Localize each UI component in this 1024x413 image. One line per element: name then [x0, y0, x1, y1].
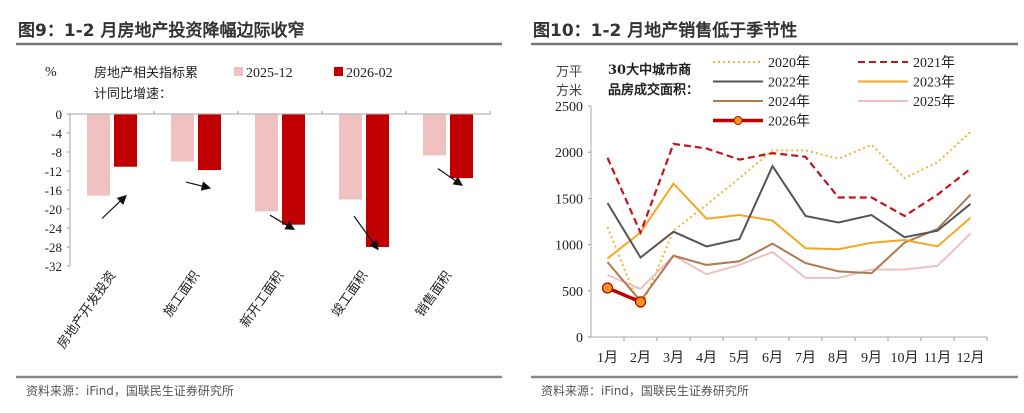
y-tick-label: -24: [45, 221, 63, 236]
series-line-2025年: [607, 232, 972, 291]
left-legend-title-2: 计同比增速：: [94, 87, 172, 102]
y-tick-label: 2500: [555, 100, 583, 115]
right-y-unit-1: 万平: [556, 65, 582, 80]
y-tick-label: -32: [45, 259, 62, 274]
x-tick-label: 9月: [861, 350, 882, 366]
series-line-2020年: [606, 131, 972, 312]
bar-2025-12-竣工面积: [339, 114, 362, 200]
x-tick-label: 1月: [597, 350, 618, 366]
x-category-label: 竣工面积: [329, 269, 371, 320]
series-line-2022年: [606, 163, 972, 260]
right-y-unit-2: 方米: [556, 83, 582, 99]
x-tick-label: 4月: [696, 350, 717, 366]
series-line-2023年: [606, 182, 972, 260]
bar-2026-02-房地产开发投资: [114, 114, 137, 167]
x-tick-label: 10月: [891, 350, 919, 366]
left-legend-title-1: 房地产相关指标累: [94, 65, 198, 81]
legend-marker-2026年: [733, 116, 743, 125]
y-tick-label: 0: [576, 331, 583, 346]
legend-label-2025年: 2025年: [913, 94, 955, 110]
y-tick-label: -20: [45, 202, 62, 217]
y-tick-label: 2000: [555, 146, 583, 161]
legend-label-2022年: 2022年: [768, 75, 810, 91]
y-tick-label: 500: [562, 285, 583, 300]
legend-swatch-2026-02: [334, 67, 343, 76]
right-legend-title-1: 30大中城市商: [608, 62, 691, 78]
x-tick-label: 7月: [795, 350, 816, 366]
bar-2026-02-新开工面积: [282, 114, 305, 225]
x-tick-label: 3月: [663, 350, 684, 366]
left-source-note: 资料来源：iFind，国联民生证券研究所: [26, 383, 234, 398]
bar-2025-12-房地产开发投资: [87, 114, 110, 196]
y-tick-label: -28: [45, 240, 62, 255]
bar-2025-12-新开工面积: [255, 114, 278, 212]
x-tick-label: 6月: [762, 350, 783, 366]
right-chart-title: 图10：1-2 月地产销售低于季节性: [533, 20, 797, 41]
x-tick-label: 5月: [729, 350, 750, 366]
legend-label-2026-02: 2026-02: [346, 66, 393, 81]
x-tick-label: 11月: [924, 350, 951, 366]
y-tick-label: -8: [51, 145, 62, 160]
x-tick-label: 2月: [630, 350, 651, 366]
y-tick-label: 0: [56, 107, 63, 122]
legend-label-2023年: 2023年: [913, 75, 955, 91]
left-bar-chart: % 房地产相关指标累 计同比增速： 2025-12 2026-02 0 -4 -8 -12…: [45, 65, 491, 352]
x-tick-label: 8月: [828, 350, 849, 366]
legend-swatch-2025-12: [234, 67, 243, 76]
left-chart-title: 图9：1-2 月房地产投资降幅边际收窄: [18, 20, 304, 41]
change-arrow: [353, 215, 379, 251]
change-arrow: [437, 168, 463, 186]
series-line-2026年: [606, 286, 642, 304]
change-arrow: [269, 214, 296, 231]
y-tick-label: -4: [51, 126, 62, 141]
legend-label-2024年: 2024年: [768, 94, 810, 110]
bar-2025-12-施工面积: [171, 114, 194, 162]
series-line-2021年: [606, 142, 972, 236]
y-tick-label: 1500: [555, 192, 583, 207]
data-point-2026年: [634, 296, 647, 308]
data-point-2026年: [601, 282, 614, 294]
x-category-label: 施工面积: [161, 269, 203, 320]
x-tick-label: 12月: [957, 350, 985, 366]
right-line-chart: 万平 方米 30大中城市商 品房成交面积： 0 500 1000 1500 2000 25…: [555, 55, 988, 366]
x-category-label: 房地产开发投资: [54, 268, 119, 352]
x-category-label: 销售面积: [412, 268, 455, 320]
legend-label-2025-12: 2025-12: [246, 66, 293, 81]
right-legend-title-2: 品房成交面积：: [608, 82, 699, 98]
left-y-unit: %: [45, 65, 57, 80]
bar-2026-02-竣工面积: [366, 114, 389, 247]
series-line-2024年: [606, 194, 972, 303]
change-arrow: [101, 194, 127, 219]
bar-2026-02-施工面积: [198, 114, 221, 171]
y-tick-label: -12: [45, 164, 62, 179]
change-arrow: [185, 181, 212, 191]
bar-2025-12-销售面积: [423, 114, 446, 156]
y-tick-label: -16: [45, 183, 63, 198]
legend-label-2020年: 2020年: [768, 55, 810, 71]
right-source-note: 资料来源：iFind，国联民生证券研究所: [541, 383, 749, 398]
x-category-label: 新开工面积: [237, 268, 287, 330]
y-tick-label: 1000: [555, 239, 583, 254]
bar-2026-02-销售面积: [450, 114, 473, 179]
legend-label-2021年: 2021年: [913, 55, 955, 71]
legend-label-2026年: 2026年: [768, 114, 810, 130]
